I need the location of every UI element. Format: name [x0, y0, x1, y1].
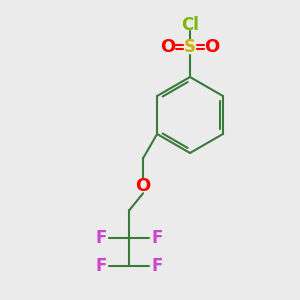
Text: O: O: [204, 38, 220, 56]
Text: F: F: [95, 230, 107, 247]
Text: S: S: [184, 38, 196, 56]
Text: O: O: [160, 38, 175, 56]
Text: Cl: Cl: [181, 16, 199, 34]
Text: F: F: [95, 257, 107, 275]
Text: O: O: [136, 177, 151, 195]
Text: F: F: [152, 230, 163, 247]
Text: F: F: [152, 257, 163, 275]
